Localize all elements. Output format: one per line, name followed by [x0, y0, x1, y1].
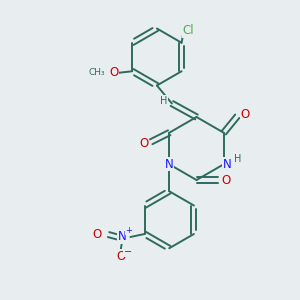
Text: O: O — [93, 228, 102, 241]
Text: O: O — [139, 137, 148, 150]
Text: O: O — [240, 108, 249, 121]
Text: O: O — [116, 250, 125, 263]
Text: N: N — [223, 158, 232, 171]
Text: O: O — [109, 66, 118, 79]
Text: N: N — [118, 230, 126, 244]
Text: H: H — [234, 154, 241, 164]
Text: +: + — [125, 226, 132, 235]
Text: O: O — [221, 173, 230, 187]
Text: Cl: Cl — [183, 24, 194, 37]
Text: −: − — [124, 247, 132, 257]
Text: H: H — [160, 95, 167, 106]
Text: N: N — [165, 158, 174, 171]
Text: CH₃: CH₃ — [89, 68, 105, 77]
